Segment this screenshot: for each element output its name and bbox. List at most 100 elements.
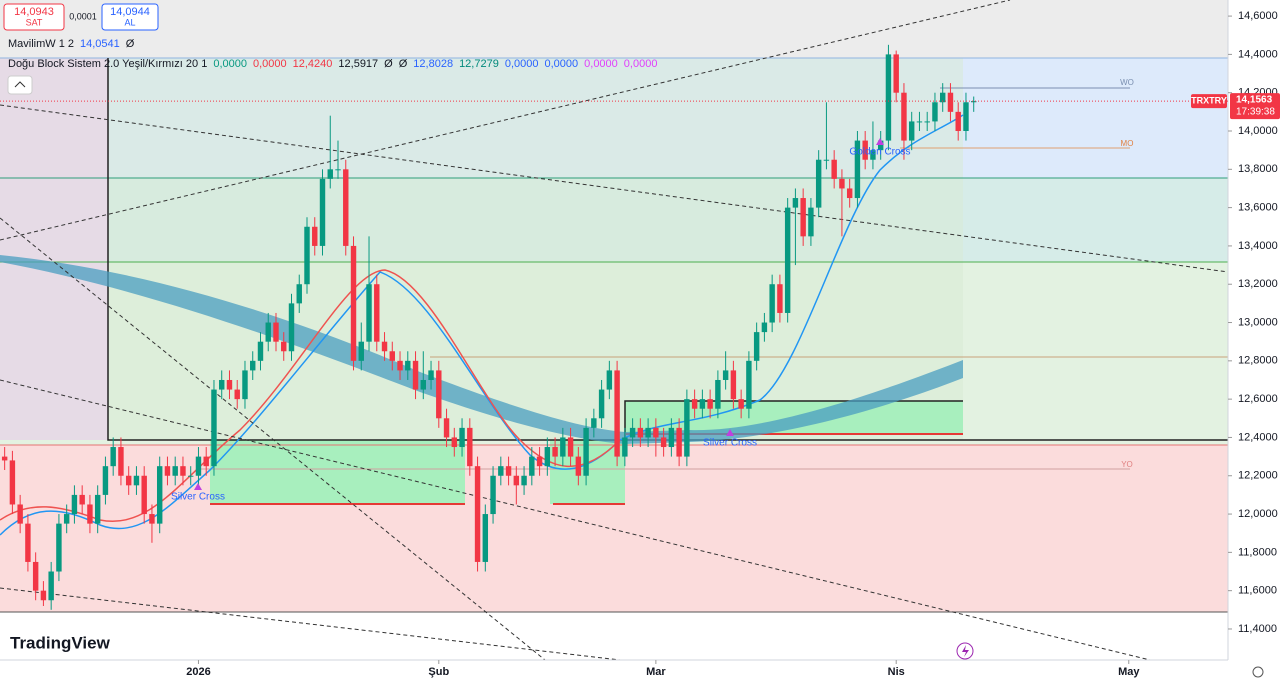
candle-body bbox=[436, 370, 442, 419]
buy-button[interactable] bbox=[101, 3, 159, 31]
candle-body bbox=[971, 101, 977, 103]
candle-body bbox=[219, 379, 225, 390]
x-tick-label: Mar bbox=[646, 666, 666, 678]
candle-body bbox=[777, 284, 783, 313]
candle-body bbox=[784, 207, 791, 313]
candle-body bbox=[839, 178, 845, 189]
candle-body bbox=[234, 389, 240, 400]
candle-body bbox=[808, 207, 814, 237]
indicator-value: Ø bbox=[399, 58, 408, 70]
replay-icon-bolt bbox=[962, 645, 969, 657]
candle-body bbox=[180, 466, 186, 476]
sell-button[interactable] bbox=[3, 3, 65, 31]
trend-line bbox=[0, 104, 1229, 273]
candle-body bbox=[560, 437, 566, 457]
cross-marker bbox=[876, 138, 884, 145]
last-price: 14,1563 bbox=[1236, 95, 1273, 106]
candle-body bbox=[877, 140, 884, 151]
replay-icon[interactable] bbox=[956, 642, 974, 660]
candle-body bbox=[691, 399, 698, 409]
candle-body bbox=[156, 466, 163, 524]
y-tick-label: 12,8000 bbox=[1238, 355, 1278, 367]
candle-body bbox=[474, 466, 481, 562]
candle-body bbox=[490, 475, 496, 515]
candle-body bbox=[583, 427, 589, 476]
candle-body bbox=[567, 437, 574, 457]
candle-body bbox=[846, 188, 853, 199]
candle-body bbox=[443, 418, 450, 438]
candle-body bbox=[350, 245, 357, 361]
candle-body bbox=[87, 504, 93, 524]
x-tick-label: 2026 bbox=[186, 666, 210, 678]
candle-body bbox=[792, 198, 799, 208]
candle-body bbox=[40, 590, 47, 601]
candle-body bbox=[885, 54, 892, 141]
indicator-value: 0,0000 bbox=[584, 58, 618, 70]
candle-body bbox=[575, 456, 582, 476]
sell-label: SAT bbox=[26, 17, 43, 27]
indicator-value: 0,0000 bbox=[505, 58, 539, 70]
y-tick-label: 14,0000 bbox=[1238, 125, 1278, 137]
candle-body bbox=[505, 466, 512, 476]
y-tick-label: 13,6000 bbox=[1238, 202, 1278, 214]
candle-body bbox=[79, 494, 85, 505]
ma-ribbon bbox=[0, 255, 963, 444]
candle-body bbox=[71, 494, 78, 515]
zone bbox=[108, 58, 963, 440]
candle-body bbox=[102, 466, 109, 495]
candle-body bbox=[862, 140, 868, 160]
candle-body bbox=[939, 92, 946, 103]
candle-body bbox=[242, 370, 248, 400]
y-tick-label: 11,6000 bbox=[1238, 585, 1277, 597]
candle-body bbox=[676, 427, 682, 457]
candle-body bbox=[25, 523, 31, 562]
candle-body bbox=[94, 494, 101, 524]
candle-body bbox=[335, 169, 341, 171]
candle-body bbox=[296, 284, 302, 304]
candle-body bbox=[637, 427, 644, 438]
candle-body bbox=[203, 456, 209, 467]
candle-body bbox=[699, 399, 706, 409]
collapse-button[interactable] bbox=[7, 75, 33, 95]
candle-body bbox=[257, 341, 264, 361]
y-tick-label: 13,8000 bbox=[1238, 163, 1278, 175]
candle-body bbox=[552, 447, 558, 457]
candle-body bbox=[9, 460, 16, 505]
candle-body bbox=[428, 370, 434, 380]
buy-label: AL bbox=[124, 17, 135, 27]
y-tick-label: 13,4000 bbox=[1238, 240, 1278, 252]
time-axis bbox=[0, 660, 1228, 685]
candle-body bbox=[420, 379, 427, 390]
trend-line bbox=[0, 0, 1011, 241]
candle-body bbox=[1, 456, 8, 461]
candle-body bbox=[955, 111, 961, 132]
indicator-value: 0,0000 bbox=[213, 58, 247, 70]
x-tick-label: Şub bbox=[428, 666, 449, 678]
candle-body bbox=[56, 523, 62, 572]
candle-body bbox=[800, 198, 806, 237]
cross-marker bbox=[194, 483, 202, 490]
candle-body bbox=[226, 379, 233, 390]
candle-body bbox=[544, 447, 551, 467]
candle-body bbox=[529, 456, 535, 476]
trend-line bbox=[0, 379, 1151, 661]
candle-body bbox=[668, 427, 675, 448]
candle-body bbox=[265, 322, 271, 342]
candle-body bbox=[312, 226, 318, 246]
annotation: Silver Cross bbox=[703, 438, 757, 449]
settings-icon[interactable] bbox=[1252, 666, 1264, 678]
candle-body bbox=[451, 437, 458, 448]
candle-body bbox=[753, 332, 760, 361]
indicator-value: 14,0541 bbox=[80, 38, 120, 50]
candle-body bbox=[924, 121, 930, 123]
candle-body bbox=[319, 178, 326, 246]
candle-body bbox=[358, 341, 364, 361]
candle-body bbox=[141, 475, 147, 515]
candle-body bbox=[598, 389, 605, 419]
annotation: YO bbox=[1121, 460, 1133, 469]
candle-body bbox=[893, 54, 899, 93]
candle-body bbox=[963, 102, 969, 132]
candle-body bbox=[397, 360, 403, 371]
y-tick-label: 12,4000 bbox=[1238, 431, 1278, 443]
